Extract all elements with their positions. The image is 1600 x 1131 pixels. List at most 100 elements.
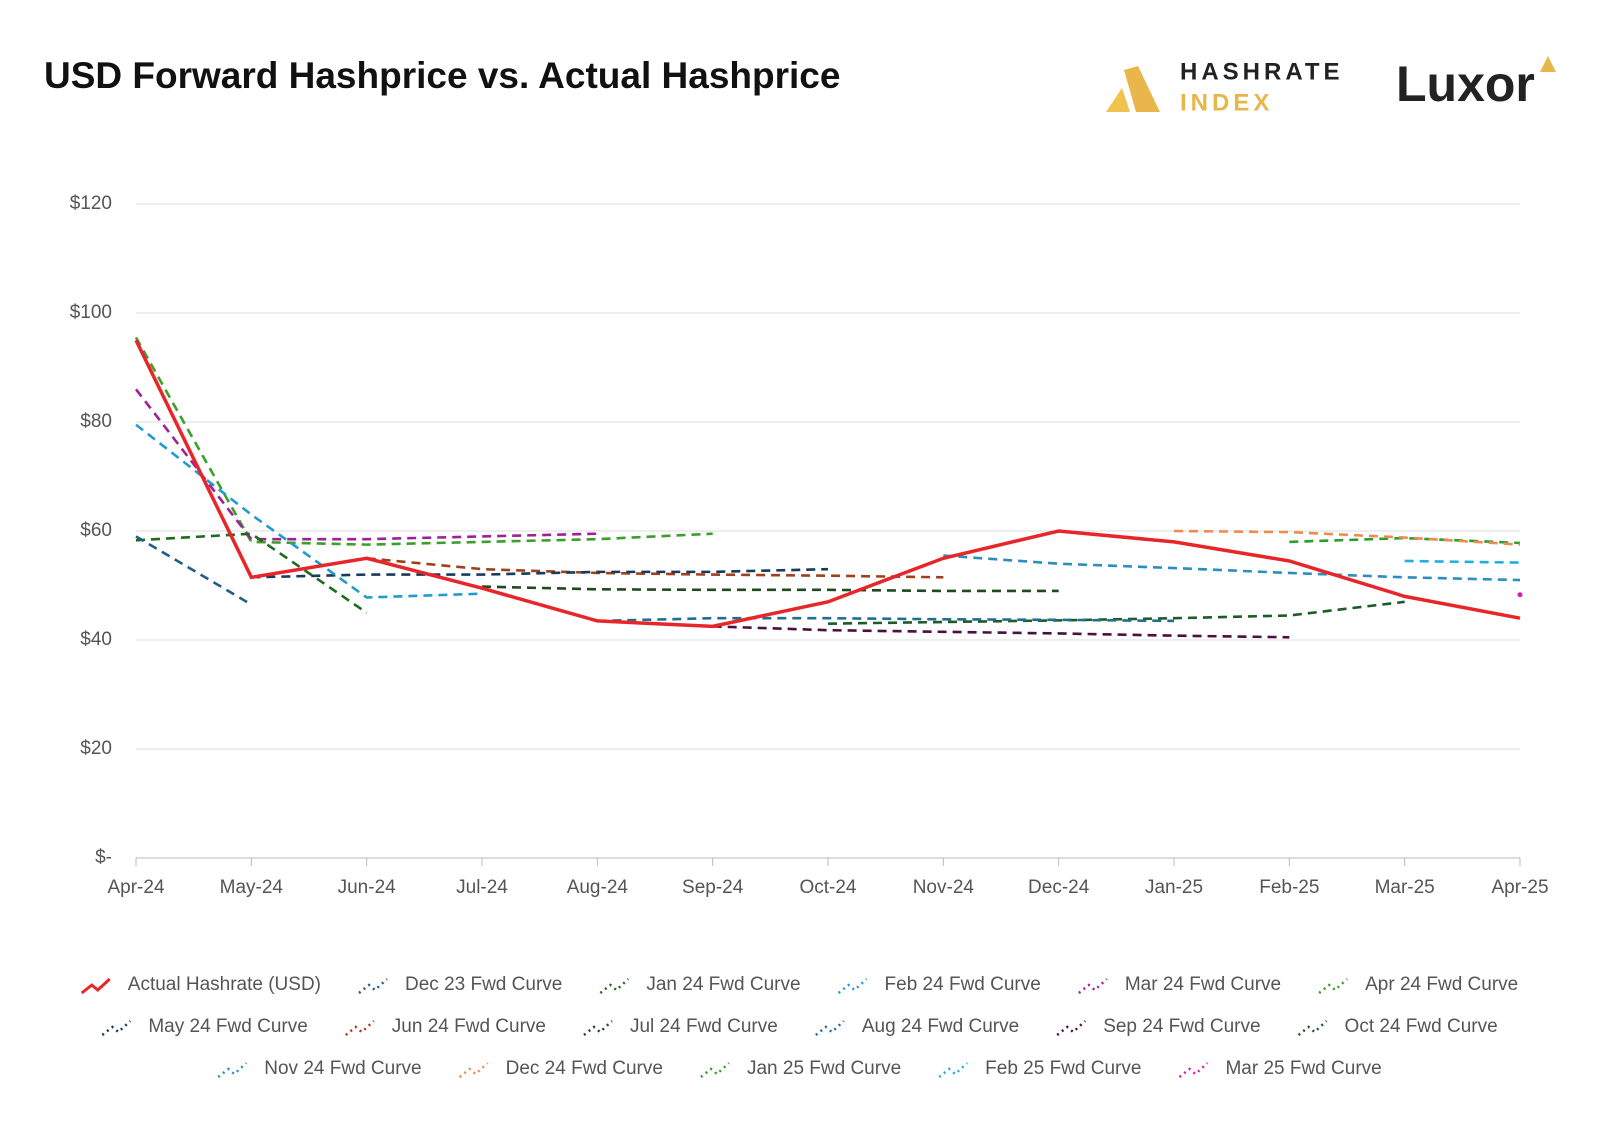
legend-label: May 24 Fwd Curve (148, 1016, 307, 1037)
x-tick-label: Oct-24 (799, 877, 856, 898)
x-tick-label: May-24 (220, 877, 284, 898)
legend-swatch (80, 977, 111, 995)
legend-item: Jan 24 Fwd Curve (599, 974, 801, 995)
legend-swatch (217, 1062, 248, 1078)
legend-label: Apr 24 Fwd Curve (1365, 974, 1518, 995)
legend-label: Actual Hashrate (USD) (128, 974, 321, 995)
legend-item: Apr 24 Fwd Curve (1318, 974, 1518, 995)
legend-item: Actual Hashrate (USD) (80, 974, 321, 995)
legend-item: Jun 24 Fwd Curve (345, 1016, 546, 1037)
forward-curve (827, 600, 1405, 625)
x-tick-label: Mar-25 (1375, 877, 1435, 898)
legend-item: May 24 Fwd Curve (101, 1016, 308, 1037)
legend-label: Feb 25 Fwd Curve (985, 1058, 1141, 1079)
legend-label: Dec 24 Fwd Curve (506, 1058, 663, 1079)
legend-label: Mar 25 Fwd Curve (1225, 1058, 1381, 1079)
legend-item: Mar 24 Fwd Curve (1078, 974, 1281, 995)
legend-label: Dec 23 Fwd Curve (405, 974, 562, 995)
forward-curve (134, 336, 713, 546)
brand-text: Luxor (1396, 56, 1535, 112)
legend-swatch (101, 1020, 132, 1036)
logo-shape (1124, 66, 1160, 112)
legend-item: Feb 24 Fwd Curve (837, 974, 1041, 995)
forward-curve (135, 535, 252, 606)
legend-swatch (700, 1062, 730, 1078)
x-tick-label: Nov-24 (913, 877, 975, 898)
y-tick-label: $100 (70, 302, 112, 323)
forward-curve (481, 585, 1059, 593)
x-tick-label: Apr-25 (1491, 877, 1548, 898)
x-tick-label: Aug-24 (567, 877, 629, 898)
legend-item: Jan 25 Fwd Curve (700, 1058, 901, 1079)
forward-curve (135, 423, 483, 599)
legend-item: Nov 24 Fwd Curve (217, 1058, 422, 1079)
brand-text: HASHRATE (1180, 58, 1344, 85)
x-tick-label: Jul-24 (456, 877, 508, 898)
legend-item: Oct 24 Fwd Curve (1297, 1016, 1498, 1037)
y-tick-label: $- (95, 847, 112, 868)
x-tick-label: Dec-24 (1028, 877, 1090, 898)
logo-shape (1106, 88, 1130, 112)
hashrate-index-logo: HASHRATE INDEX (1106, 58, 1344, 116)
legend-label: Sep 24 Fwd Curve (1103, 1016, 1260, 1037)
legend-label: Jan 24 Fwd Curve (646, 974, 800, 995)
forward-curve (1289, 536, 1521, 545)
legend-swatch (837, 978, 868, 994)
chart-title: USD Forward Hashprice vs. Actual Hashpri… (44, 55, 840, 96)
legend-item: Mar 25 Fwd Curve (1178, 1058, 1382, 1079)
legend-label: Jul 24 Fwd Curve (630, 1016, 778, 1037)
x-tick-label: Apr-24 (107, 877, 164, 898)
x-tick-label: Jun-24 (338, 877, 397, 898)
legend-swatch (1318, 978, 1348, 994)
forward-curve (251, 567, 829, 579)
legend-label: Nov 24 Fwd Curve (264, 1058, 421, 1079)
legend-item: Jul 24 Fwd Curve (583, 1016, 778, 1037)
forward-curve (134, 388, 598, 541)
forward-curve (943, 554, 1521, 582)
legend-swatch (345, 1020, 375, 1036)
legend-swatch (358, 978, 388, 994)
forward-curve (597, 616, 1175, 623)
forward-curve (366, 556, 944, 579)
legend-label: Oct 24 Fwd Curve (1345, 1016, 1498, 1037)
legend-swatch (599, 978, 630, 994)
legend-swatch (1078, 978, 1108, 994)
legend-swatch (458, 1062, 489, 1078)
legend-swatch (1056, 1020, 1087, 1036)
legend-item: Dec 23 Fwd Curve (358, 974, 562, 995)
legend-row: Nov 24 Fwd Curve Dec 24 Fwd Curve Jan 25 F… (217, 1058, 1382, 1079)
legend-label: Mar 24 Fwd Curve (1125, 974, 1281, 995)
brand-text: INDEX (1180, 89, 1273, 116)
forward-curve (1173, 529, 1521, 546)
y-tick-label: $20 (80, 738, 112, 759)
luxor-logo: Luxor (1396, 56, 1556, 112)
x-tick-label: Sep-24 (682, 877, 744, 898)
logo-shape (1540, 56, 1556, 72)
legend-swatch (583, 1020, 613, 1036)
legend-swatch (1297, 1020, 1328, 1036)
legend-row: May 24 Fwd Curve Jun 24 Fwd Curve Jul 24 F… (101, 1016, 1498, 1037)
legend-swatch (815, 1020, 845, 1036)
forward-curve (712, 625, 1290, 639)
forward-curve (135, 532, 368, 614)
x-tick-label: Feb-25 (1259, 877, 1319, 898)
legend-swatch (1178, 1062, 1209, 1078)
y-tick-label: $40 (80, 629, 112, 650)
legend-label: Feb 24 Fwd Curve (885, 974, 1041, 995)
legend-row: Actual Hashrate (USD) Dec 23 Fwd Curve Jan… (80, 974, 1518, 995)
y-tick-label: $120 (70, 193, 112, 214)
y-tick-label: $80 (80, 411, 112, 432)
x-tick-label: Jan-25 (1145, 877, 1203, 898)
legend-item: Dec 24 Fwd Curve (458, 1058, 663, 1079)
legend-label: Jan 25 Fwd Curve (747, 1058, 901, 1079)
legend-label: Jun 24 Fwd Curve (392, 1016, 546, 1037)
legend-item: Aug 24 Fwd Curve (815, 1016, 1019, 1037)
forward-curve (1404, 559, 1521, 564)
legend-label: Aug 24 Fwd Curve (862, 1016, 1019, 1037)
legend-swatch (938, 1062, 968, 1078)
data-point (1517, 592, 1523, 598)
legend-item: Feb 25 Fwd Curve (938, 1058, 1141, 1079)
legend-item: Sep 24 Fwd Curve (1056, 1016, 1261, 1037)
y-tick-label: $60 (80, 520, 112, 541)
